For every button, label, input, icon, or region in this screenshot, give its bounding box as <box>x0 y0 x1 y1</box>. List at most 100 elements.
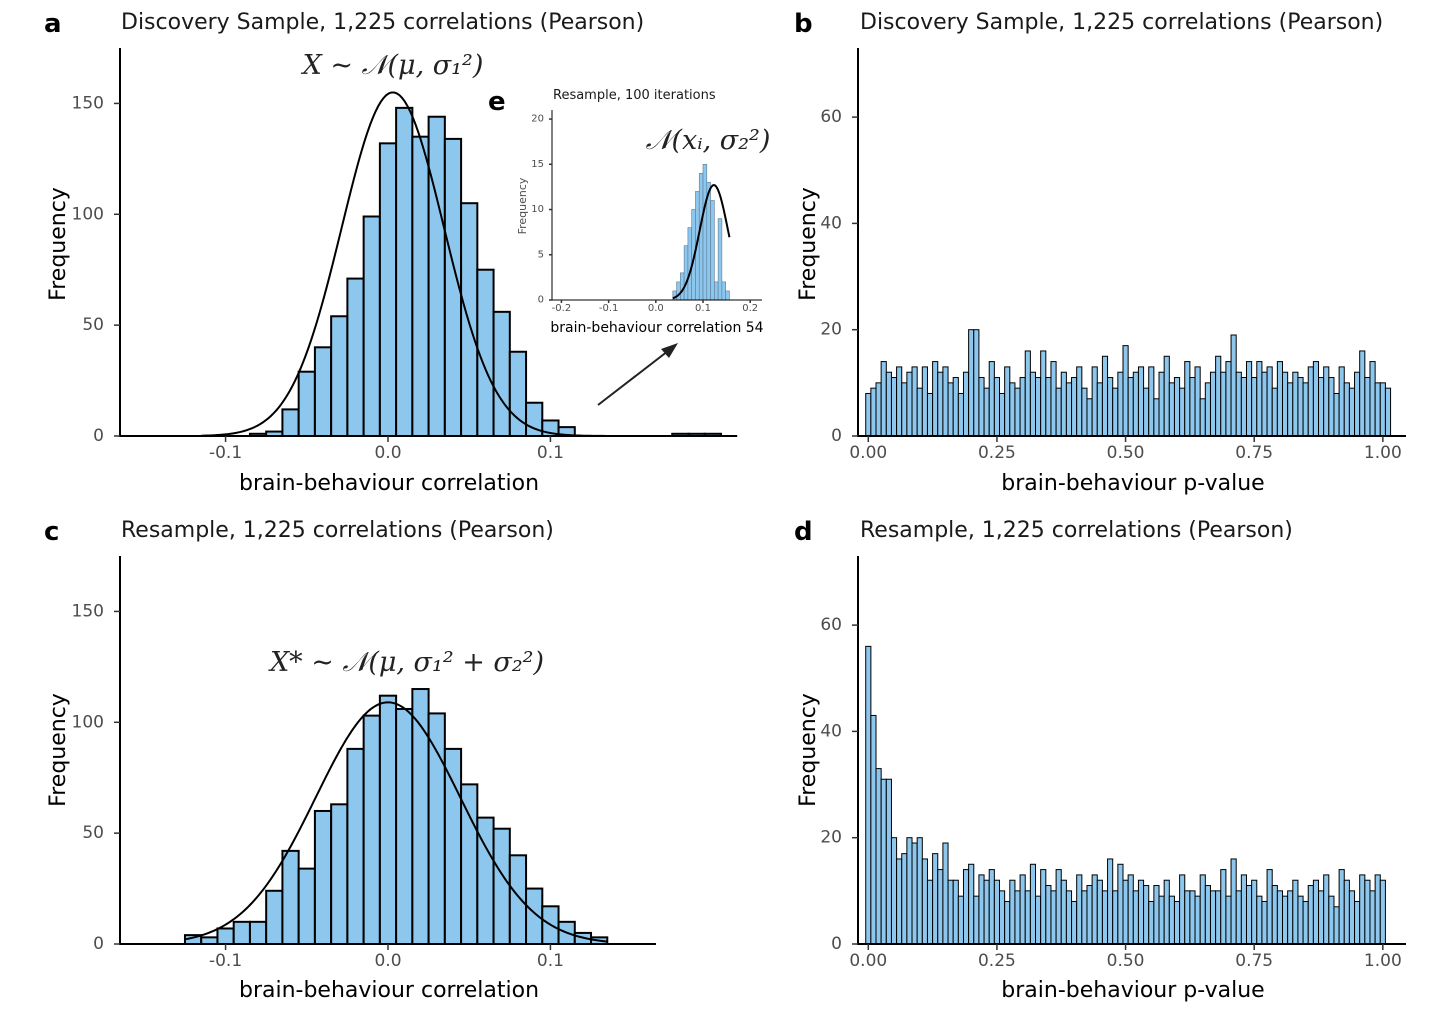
panel-e-bar-1 <box>676 281 681 301</box>
panel-b-bar-85 <box>1302 382 1309 437</box>
panel-d-bar-24 <box>988 869 995 945</box>
panel-b-bar-14 <box>937 371 944 437</box>
panel-a-bar-13 <box>411 135 430 437</box>
panel-b-bar-95 <box>1354 371 1361 437</box>
panel-c-ylabel: Frequency <box>46 693 71 807</box>
panel-a-bar-9 <box>346 277 365 437</box>
panel-b-bar-20 <box>968 329 975 437</box>
panel-d-bar-3 <box>880 778 887 945</box>
panel-d-bar-2 <box>875 768 882 945</box>
panel-b-xtick-label: 1.00 <box>1364 443 1402 463</box>
panel-b-bar-83 <box>1292 371 1299 437</box>
panel-c-xtick-label: 0.1 <box>537 951 564 971</box>
panel-d-bar-12 <box>926 879 934 945</box>
panel-d-bar-45 <box>1096 879 1103 945</box>
panel-b-bar-59 <box>1168 382 1175 437</box>
panel-e-xtick-label: -0.1 <box>599 303 619 314</box>
panel-d-bar-70 <box>1225 895 1232 945</box>
panel-e-bar-7 <box>698 173 704 301</box>
panel-b-bar-47 <box>1107 377 1114 437</box>
panel-a-bar-18 <box>492 310 511 437</box>
panel-a-letter: a <box>44 9 62 39</box>
panel-d-bar-88 <box>1318 890 1325 945</box>
panel-d-bar-74 <box>1245 885 1253 945</box>
panel-b-bar-30 <box>1019 377 1026 437</box>
panel-b-xlabel: brain-behaviour p-value <box>1001 471 1264 496</box>
panel-a-bar-5 <box>281 408 300 438</box>
inset-arrow-line <box>597 350 669 406</box>
panel-b-bar-64 <box>1194 366 1201 437</box>
panel-d-bar-78 <box>1266 869 1273 945</box>
panel-d-bar-99 <box>1374 874 1381 945</box>
panel-d-bar-64 <box>1194 895 1201 945</box>
panel-d-ytick-label: 60 <box>820 615 842 635</box>
panel-a-title: Discovery Sample, 1,225 correlations (Pe… <box>121 10 644 35</box>
panel-d-bar-67 <box>1209 890 1217 945</box>
panel-d-bar-63 <box>1189 890 1196 945</box>
panel-b-bar-33 <box>1035 377 1042 437</box>
panel-e-normal-curve <box>672 184 731 300</box>
panel-b-bar-100 <box>1379 382 1386 437</box>
panel-b-bar-28 <box>1009 382 1016 437</box>
panel-d-bar-76 <box>1256 895 1263 945</box>
panel-e-xlabel: brain-behaviour correlation 54 <box>550 320 763 336</box>
panel-b-bar-2 <box>875 382 882 437</box>
panel-d-bar-89 <box>1323 874 1330 945</box>
panel-d-bar-11 <box>921 858 928 945</box>
panel-e-xtick-label: 0.1 <box>695 303 711 314</box>
panel-b-bar-29 <box>1014 387 1021 437</box>
panel-d-bar-39 <box>1065 890 1073 945</box>
panel-d-bar-5 <box>890 837 898 945</box>
panel-e-ytick-label: 0 <box>538 295 544 306</box>
panel-b-bar-24 <box>988 361 995 437</box>
panel-b-bar-3 <box>880 361 887 437</box>
panel-d-bar-47 <box>1107 858 1114 945</box>
panel-d-bar-30 <box>1019 874 1026 945</box>
panel-b-plot: 0.00 0.25 0.50 0.75 1.00 0 20 40 60 <box>820 48 1406 463</box>
panel-b-bar-45 <box>1096 382 1103 437</box>
panel-b-bar-96 <box>1359 350 1366 437</box>
panel-b-bar-65 <box>1199 398 1206 437</box>
panel-b-bar-57 <box>1158 371 1165 437</box>
panel-c-bar-14 <box>411 688 430 946</box>
panel-d-bar-58 <box>1163 879 1170 945</box>
panel-b-bar-94 <box>1348 387 1356 437</box>
panel-d-bar-44 <box>1091 874 1098 945</box>
panel-c-bar-4 <box>248 920 268 946</box>
panel-b-bar-11 <box>921 366 928 437</box>
panel-d-bar-100 <box>1379 879 1386 945</box>
panel-d-bar-7 <box>901 853 908 945</box>
panel-c-formula: X* ~ 𝒩(μ, σ₁² + σ₂²) <box>268 647 544 678</box>
panel-e-bar-8 <box>702 163 708 301</box>
panel-b-ytick-label: 60 <box>820 107 842 127</box>
panel-b-bar-9 <box>911 366 918 437</box>
panel-d-bar-35 <box>1045 885 1052 945</box>
panel-a-ylabel: Frequency <box>46 187 71 301</box>
panel-d-xtick-label: 0.00 <box>849 951 887 971</box>
panel-e-title: Resample, 100 iterations <box>553 88 716 103</box>
panel-d-bar-8 <box>906 837 913 945</box>
panel-b-bar-73 <box>1240 377 1247 437</box>
panel-c-xtick-label: -0.1 <box>209 951 242 971</box>
panel-d-bar-23 <box>983 879 990 945</box>
panel-b-bar-40 <box>1071 377 1078 437</box>
panel-a-ytick-label: 150 <box>72 93 104 113</box>
panel-b-bar-16 <box>947 382 954 437</box>
panel-c-bar-5 <box>265 889 284 945</box>
panel-e-bar-11 <box>714 281 719 301</box>
panel-b-bar-23 <box>983 387 990 437</box>
panel-b-bar-78 <box>1266 366 1273 437</box>
panel-d-bar-15 <box>942 842 949 945</box>
panel-b-bar-21 <box>973 329 980 437</box>
panel-d-bar-22 <box>978 874 985 945</box>
panel-b-bar-56 <box>1153 398 1160 437</box>
panel-b-bar-48 <box>1112 387 1119 437</box>
panel-b-bar-46 <box>1101 355 1109 437</box>
panel-b-bar-88 <box>1318 377 1325 437</box>
panel-b-bar-90 <box>1328 377 1335 437</box>
panel-d-bar-31 <box>1024 890 1031 945</box>
panel-d-bar-33 <box>1035 895 1042 945</box>
panel-b-bar-92 <box>1338 366 1345 437</box>
panel-b-bar-51 <box>1127 377 1134 437</box>
